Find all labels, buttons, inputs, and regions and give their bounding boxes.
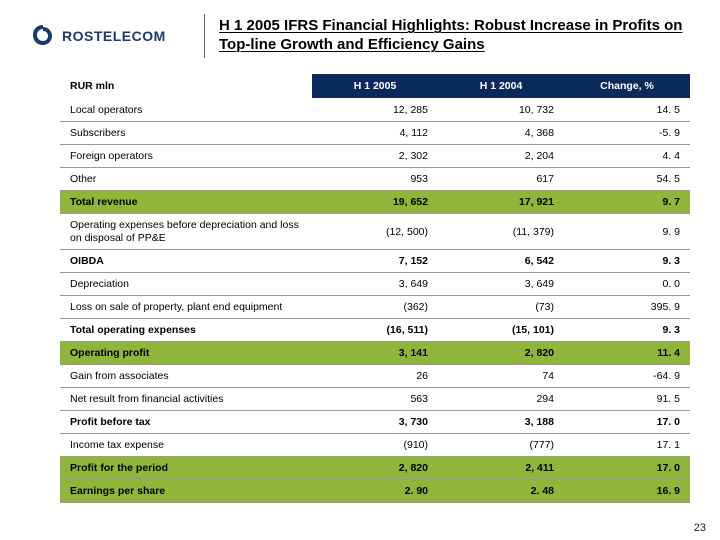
table-row: Total operating expenses(16, 511)(15, 10… [60, 319, 690, 342]
table-row: Earnings per share2. 902. 4816. 9 [60, 480, 690, 503]
rostelecom-icon [30, 23, 56, 49]
table-row: Profit for the period2, 8202, 41117. 0 [60, 457, 690, 480]
row-value: 617 [438, 168, 564, 191]
row-value: (11, 379) [438, 214, 564, 250]
row-value: 74 [438, 365, 564, 388]
row-value: 6, 542 [438, 250, 564, 273]
row-value: 395. 9 [564, 296, 690, 319]
row-value: 3, 730 [312, 411, 438, 434]
row-value: (777) [438, 434, 564, 457]
table-row: Depreciation3, 6493, 6490. 0 [60, 273, 690, 296]
row-value: (362) [312, 296, 438, 319]
row-label: Profit before tax [60, 411, 312, 434]
table-row: Income tax expense(910)(777)17. 1 [60, 434, 690, 457]
table-row: Total revenue19, 65217, 9219. 7 [60, 191, 690, 214]
row-label: Profit for the period [60, 457, 312, 480]
row-label: Loss on sale of property, plant end equi… [60, 296, 312, 319]
table-row: Loss on sale of property, plant end equi… [60, 296, 690, 319]
row-value: 12, 285 [312, 99, 438, 122]
row-value: 9. 7 [564, 191, 690, 214]
row-value: 2, 204 [438, 145, 564, 168]
table-row: OIBDA7, 1526, 5429. 3 [60, 250, 690, 273]
row-value: 14. 5 [564, 99, 690, 122]
row-label: Total operating expenses [60, 319, 312, 342]
table-row: Foreign operators2, 3022, 2044. 4 [60, 145, 690, 168]
row-label: Net result from financial activities [60, 388, 312, 411]
row-value: 3, 141 [312, 342, 438, 365]
slide-header: ROSTELECOM H 1 2005 IFRS Financial Highl… [0, 0, 720, 64]
row-value: 953 [312, 168, 438, 191]
row-label: Subscribers [60, 122, 312, 145]
row-value: 9. 3 [564, 319, 690, 342]
row-label: Total revenue [60, 191, 312, 214]
row-value: 19, 652 [312, 191, 438, 214]
row-label: Other [60, 168, 312, 191]
table-header-row: RUR mln H 1 2005 H 1 2004 Change, % [60, 74, 690, 99]
table-row: Operating profit3, 1412, 82011. 4 [60, 342, 690, 365]
row-value: (73) [438, 296, 564, 319]
row-value: 563 [312, 388, 438, 411]
row-value: 26 [312, 365, 438, 388]
row-label: Income tax expense [60, 434, 312, 457]
table-row: Other95361754. 5 [60, 168, 690, 191]
row-label: Operating expenses before depreciation a… [60, 214, 312, 250]
table-row: Net result from financial activities5632… [60, 388, 690, 411]
header-divider [204, 14, 205, 58]
row-value: 2, 411 [438, 457, 564, 480]
row-value: 3, 188 [438, 411, 564, 434]
col-h1-2005: H 1 2005 [312, 74, 438, 99]
row-value: 17. 1 [564, 434, 690, 457]
row-value: 2, 302 [312, 145, 438, 168]
financial-table-container: RUR mln H 1 2005 H 1 2004 Change, % Loca… [0, 64, 720, 503]
row-value: 7, 152 [312, 250, 438, 273]
row-label: Local operators [60, 99, 312, 122]
row-label: Operating profit [60, 342, 312, 365]
row-value: 2, 820 [312, 457, 438, 480]
col-label: RUR mln [60, 74, 312, 99]
table-row: Gain from associates2674-64. 9 [60, 365, 690, 388]
row-label: Foreign operators [60, 145, 312, 168]
col-change: Change, % [564, 74, 690, 99]
row-value: 16. 9 [564, 480, 690, 503]
row-label: OIBDA [60, 250, 312, 273]
row-value: 4, 112 [312, 122, 438, 145]
col-h1-2004: H 1 2004 [438, 74, 564, 99]
row-value: 17. 0 [564, 457, 690, 480]
row-label: Earnings per share [60, 480, 312, 503]
row-value: 9. 9 [564, 214, 690, 250]
row-value: -64. 9 [564, 365, 690, 388]
row-value: 17, 921 [438, 191, 564, 214]
table-row: Profit before tax3, 7303, 18817. 0 [60, 411, 690, 434]
row-value: (16, 511) [312, 319, 438, 342]
row-label: Depreciation [60, 273, 312, 296]
row-value: (910) [312, 434, 438, 457]
row-value: 2. 48 [438, 480, 564, 503]
row-value: 91. 5 [564, 388, 690, 411]
brand-name: ROSTELECOM [62, 28, 166, 44]
row-value: 4. 4 [564, 145, 690, 168]
row-value: 3, 649 [312, 273, 438, 296]
page-number: 23 [694, 522, 706, 534]
row-value: -5. 9 [564, 122, 690, 145]
row-value: 17. 0 [564, 411, 690, 434]
row-value: 54. 5 [564, 168, 690, 191]
row-value: 2, 820 [438, 342, 564, 365]
row-value: 11. 4 [564, 342, 690, 365]
row-value: (15, 101) [438, 319, 564, 342]
row-value: 3, 649 [438, 273, 564, 296]
row-value: (12, 500) [312, 214, 438, 250]
table-row: Subscribers4, 1124, 368-5. 9 [60, 122, 690, 145]
row-value: 294 [438, 388, 564, 411]
row-value: 0. 0 [564, 273, 690, 296]
table-row: Local operators12, 28510, 73214. 5 [60, 99, 690, 122]
row-value: 4, 368 [438, 122, 564, 145]
row-label: Gain from associates [60, 365, 312, 388]
row-value: 2. 90 [312, 480, 438, 503]
row-value: 9. 3 [564, 250, 690, 273]
row-value: 10, 732 [438, 99, 564, 122]
table-row: Operating expenses before depreciation a… [60, 214, 690, 250]
slide-title: H 1 2005 IFRS Financial Highlights: Robu… [219, 17, 700, 55]
financial-table: RUR mln H 1 2005 H 1 2004 Change, % Loca… [60, 74, 690, 503]
brand-logo: ROSTELECOM [30, 23, 190, 49]
